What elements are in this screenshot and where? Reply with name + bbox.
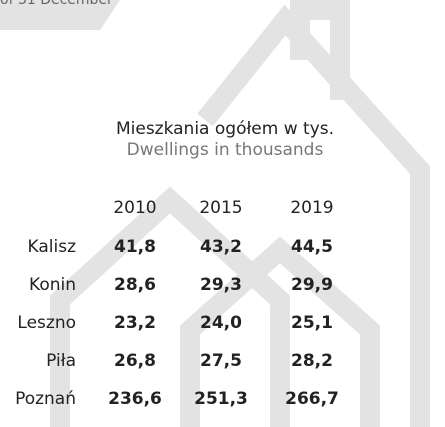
- cell: 251,3: [194, 389, 248, 409]
- cell: 29,3: [200, 275, 242, 295]
- cell: 43,2: [200, 237, 242, 257]
- cell: 28,6: [114, 275, 156, 295]
- cell: 23,2: [114, 313, 156, 333]
- cell: 26,8: [114, 351, 156, 371]
- note: of 31 December: [0, 0, 113, 8]
- row-label: Konin: [29, 275, 76, 295]
- column-header: 2019: [290, 198, 333, 218]
- cell: 25,1: [291, 313, 333, 333]
- cell: 24,0: [200, 313, 242, 333]
- cell: 266,7: [285, 389, 339, 409]
- column-header: 2010: [113, 198, 156, 218]
- row-label: Poznań: [15, 389, 76, 409]
- title: Mieszkania ogółem w tys.: [116, 119, 334, 139]
- cell: 27,5: [200, 351, 242, 371]
- cell: 41,8: [114, 237, 156, 257]
- cell: 28,2: [291, 351, 333, 371]
- row-label: Kalisz: [28, 237, 77, 257]
- page: of 31 December Mieszkania ogółem w tys. …: [0, 0, 445, 427]
- row-label: Leszno: [17, 313, 76, 333]
- row-label: Piła: [46, 351, 76, 371]
- subtitle: Dwellings in thousands: [127, 140, 324, 160]
- cell: 236,6: [108, 389, 162, 409]
- column-header: 2015: [199, 198, 242, 218]
- cell: 44,5: [291, 237, 333, 257]
- cell: 29,9: [291, 275, 333, 295]
